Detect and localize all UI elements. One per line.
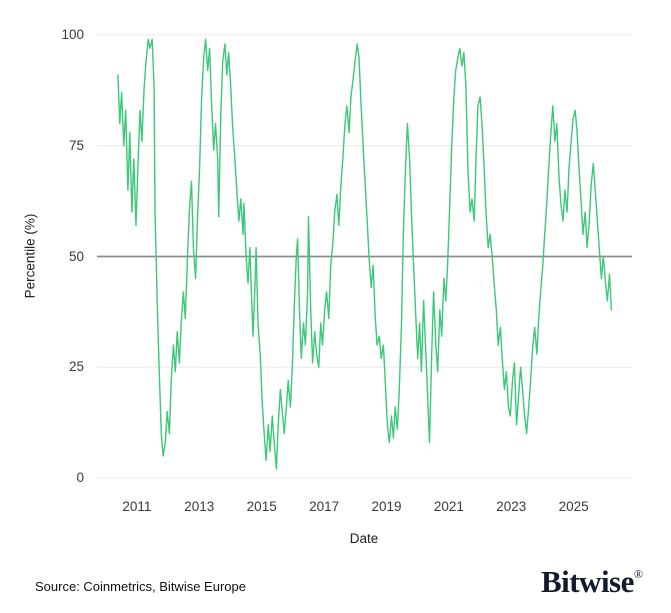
- y-axis-title: Percentile (%): [22, 213, 38, 299]
- x-tick-label-2011: 2011: [122, 499, 152, 514]
- y-tick-label-100: 100: [61, 27, 84, 42]
- y-tick-label-25: 25: [68, 359, 84, 375]
- x-tick-label-2013: 2013: [184, 499, 215, 514]
- x-tick-label-2019: 2019: [371, 499, 402, 514]
- y-tick-label-75: 75: [68, 137, 84, 153]
- source-attribution: Source: Coinmetrics, Bitwise Europe: [35, 579, 246, 594]
- registered-trademark-icon: ®: [633, 567, 643, 581]
- percentile-series-line: [117, 38, 613, 470]
- y-tick-label-0: 0: [76, 470, 84, 485]
- y-tick-label-50: 50: [68, 248, 84, 264]
- x-axis-title: Date: [349, 531, 379, 546]
- x-tick-label-2015: 2015: [246, 499, 277, 514]
- x-tick-label-2021: 2021: [433, 499, 464, 514]
- x-tick-label-2023: 2023: [496, 499, 527, 514]
- x-tick-label-2025: 2025: [558, 499, 589, 514]
- bitwise-logo-text: Bitwise: [540, 564, 634, 599]
- bitwise-logo: Bitwise®: [541, 566, 643, 597]
- x-tick-label-2017: 2017: [309, 499, 340, 514]
